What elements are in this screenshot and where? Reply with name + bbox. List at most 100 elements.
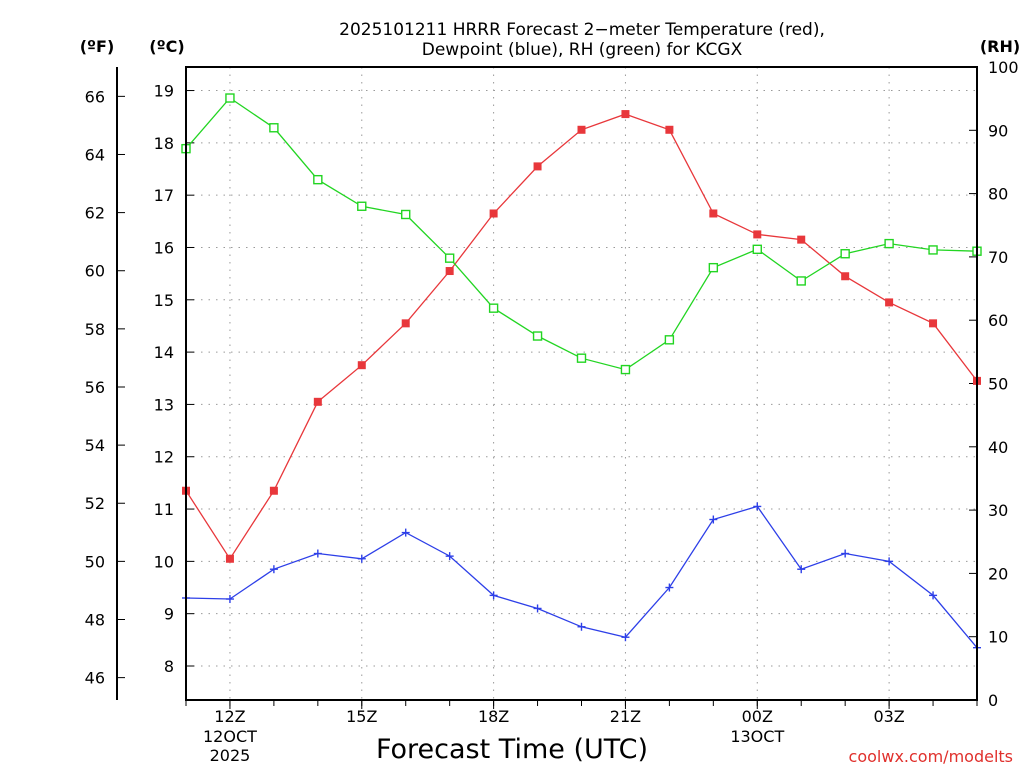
celsius-tick-label: 13 [154, 395, 174, 414]
dewpoint-point [313, 549, 322, 558]
celsius-tick-label: 18 [154, 134, 174, 153]
temperature-point [225, 554, 234, 563]
fahrenheit-tick-label: 54 [85, 436, 105, 455]
temperature-point [665, 125, 674, 134]
x-axis-title: Forecast Time (UTC) [376, 734, 648, 765]
celsius-tick-label: 8 [164, 657, 174, 676]
rh-tick-label: 30 [988, 501, 1008, 520]
x-tick-label: 15Z [346, 707, 377, 726]
chart-title-line2: Dewpoint (blue), RH (green) for KCGX [422, 40, 743, 60]
celsius-tick-label: 10 [154, 552, 174, 571]
dewpoint-point [489, 591, 498, 600]
dewpoint-point [357, 554, 366, 563]
x-tick-date: 13OCT [730, 727, 784, 746]
temperature-point [577, 125, 586, 134]
rh-point [620, 364, 631, 375]
rh-point [532, 331, 543, 341]
temperature-point [533, 162, 542, 171]
temperature-point [489, 209, 498, 218]
temperature-point [269, 486, 278, 495]
fahrenheit-tick-label: 60 [85, 262, 105, 281]
rh-point [664, 335, 675, 345]
celsius-tick-label: 14 [154, 343, 174, 362]
fahrenheit-tick-label: 46 [85, 669, 105, 688]
rh-point [401, 209, 411, 220]
temperature-point [709, 209, 718, 218]
rh-tick-label: 90 [988, 121, 1008, 140]
rh-tick-label: 80 [988, 185, 1008, 204]
rh-point [884, 238, 894, 249]
fahrenheit-tick-label: 50 [85, 552, 105, 571]
x-tick-label: 03Z [873, 707, 904, 726]
x-tick-label: 18Z [478, 707, 509, 726]
dewpoint-point [533, 604, 542, 613]
rh-point [357, 201, 367, 211]
dewpoint-point [885, 557, 894, 566]
dewpoint-point [225, 595, 234, 604]
x-tick-label: 12Z [214, 707, 245, 726]
rh-point [225, 93, 235, 103]
fahrenheit-tick-label: 62 [85, 204, 105, 223]
fahrenheit-tick-label: 64 [85, 145, 105, 164]
celsius-tick-label: 16 [154, 238, 174, 257]
rh-tick-label: 10 [988, 628, 1008, 647]
rh-point [796, 276, 806, 286]
rh-tick-label: 20 [988, 564, 1008, 583]
temperature-point [357, 361, 366, 370]
rh-point [576, 353, 587, 363]
rh-point [928, 245, 938, 255]
x-tick-year: 2025 [210, 746, 251, 765]
rh-tick-label: 100 [988, 58, 1019, 77]
dewpoint-point [621, 633, 630, 642]
x-tick-label: 21Z [610, 707, 641, 726]
grid-layer [186, 67, 977, 700]
fahrenheit-tick-label: 56 [85, 378, 105, 397]
rh-point [708, 262, 719, 273]
rh-tick-label: 60 [988, 311, 1008, 330]
rh-tick-label: 70 [988, 248, 1008, 267]
temperature-point [929, 319, 938, 328]
dewpoint-point [577, 622, 586, 631]
rh-point [488, 303, 499, 313]
celsius-tick-label: 11 [154, 500, 174, 519]
plot-frame [185, 66, 978, 701]
rh-unit-label: (RH) [980, 37, 1020, 56]
temperature-point [885, 298, 894, 307]
rh-tick-label: 0 [988, 691, 998, 710]
fahrenheit-tick-label: 58 [85, 320, 105, 339]
dewpoint-point [665, 583, 674, 592]
rh-point [313, 174, 323, 185]
dewpoint-point [929, 591, 938, 600]
temperature-point [313, 397, 322, 406]
rh-tick-label: 50 [988, 375, 1008, 394]
celsius-tick-label: 17 [154, 186, 174, 205]
celsius-tick-label: 19 [154, 82, 174, 101]
dewpoint-point [797, 565, 806, 574]
celsius-tick-label: 12 [154, 448, 174, 467]
celsius-tick-label: 9 [164, 605, 174, 624]
dewpoint-point [401, 528, 410, 537]
axis-layer: 8 9 10 11 12 13 14 15 16 17 18 19 46 48 50 52 54 56 58 60 62… [85, 58, 1019, 765]
dewpoint-point [841, 549, 850, 558]
source-credit: coolwx.com/modelts [849, 747, 1013, 766]
celsius-unit-label: (ºC) [149, 37, 184, 56]
dewpoint-point [753, 502, 762, 511]
fahrenheit-tick-label: 66 [85, 87, 105, 106]
fahrenheit-tick-label: 48 [85, 610, 105, 629]
dewpoint-point [709, 515, 718, 524]
x-tick-date: 12OCT [203, 727, 257, 746]
celsius-tick-label: 15 [154, 291, 174, 310]
x-tick-label: 00Z [742, 707, 773, 726]
temperature-point [841, 272, 850, 281]
dewpoint-point [445, 552, 454, 561]
rh-point [269, 123, 279, 133]
fahrenheit-tick-label: 52 [85, 494, 105, 513]
temperature-point [621, 110, 630, 119]
fahrenheit-unit-label: (ºF) [80, 37, 115, 56]
rh-point [840, 249, 850, 259]
rh-point [444, 253, 455, 263]
temperature-point [753, 230, 762, 239]
temperature-point [401, 319, 410, 328]
